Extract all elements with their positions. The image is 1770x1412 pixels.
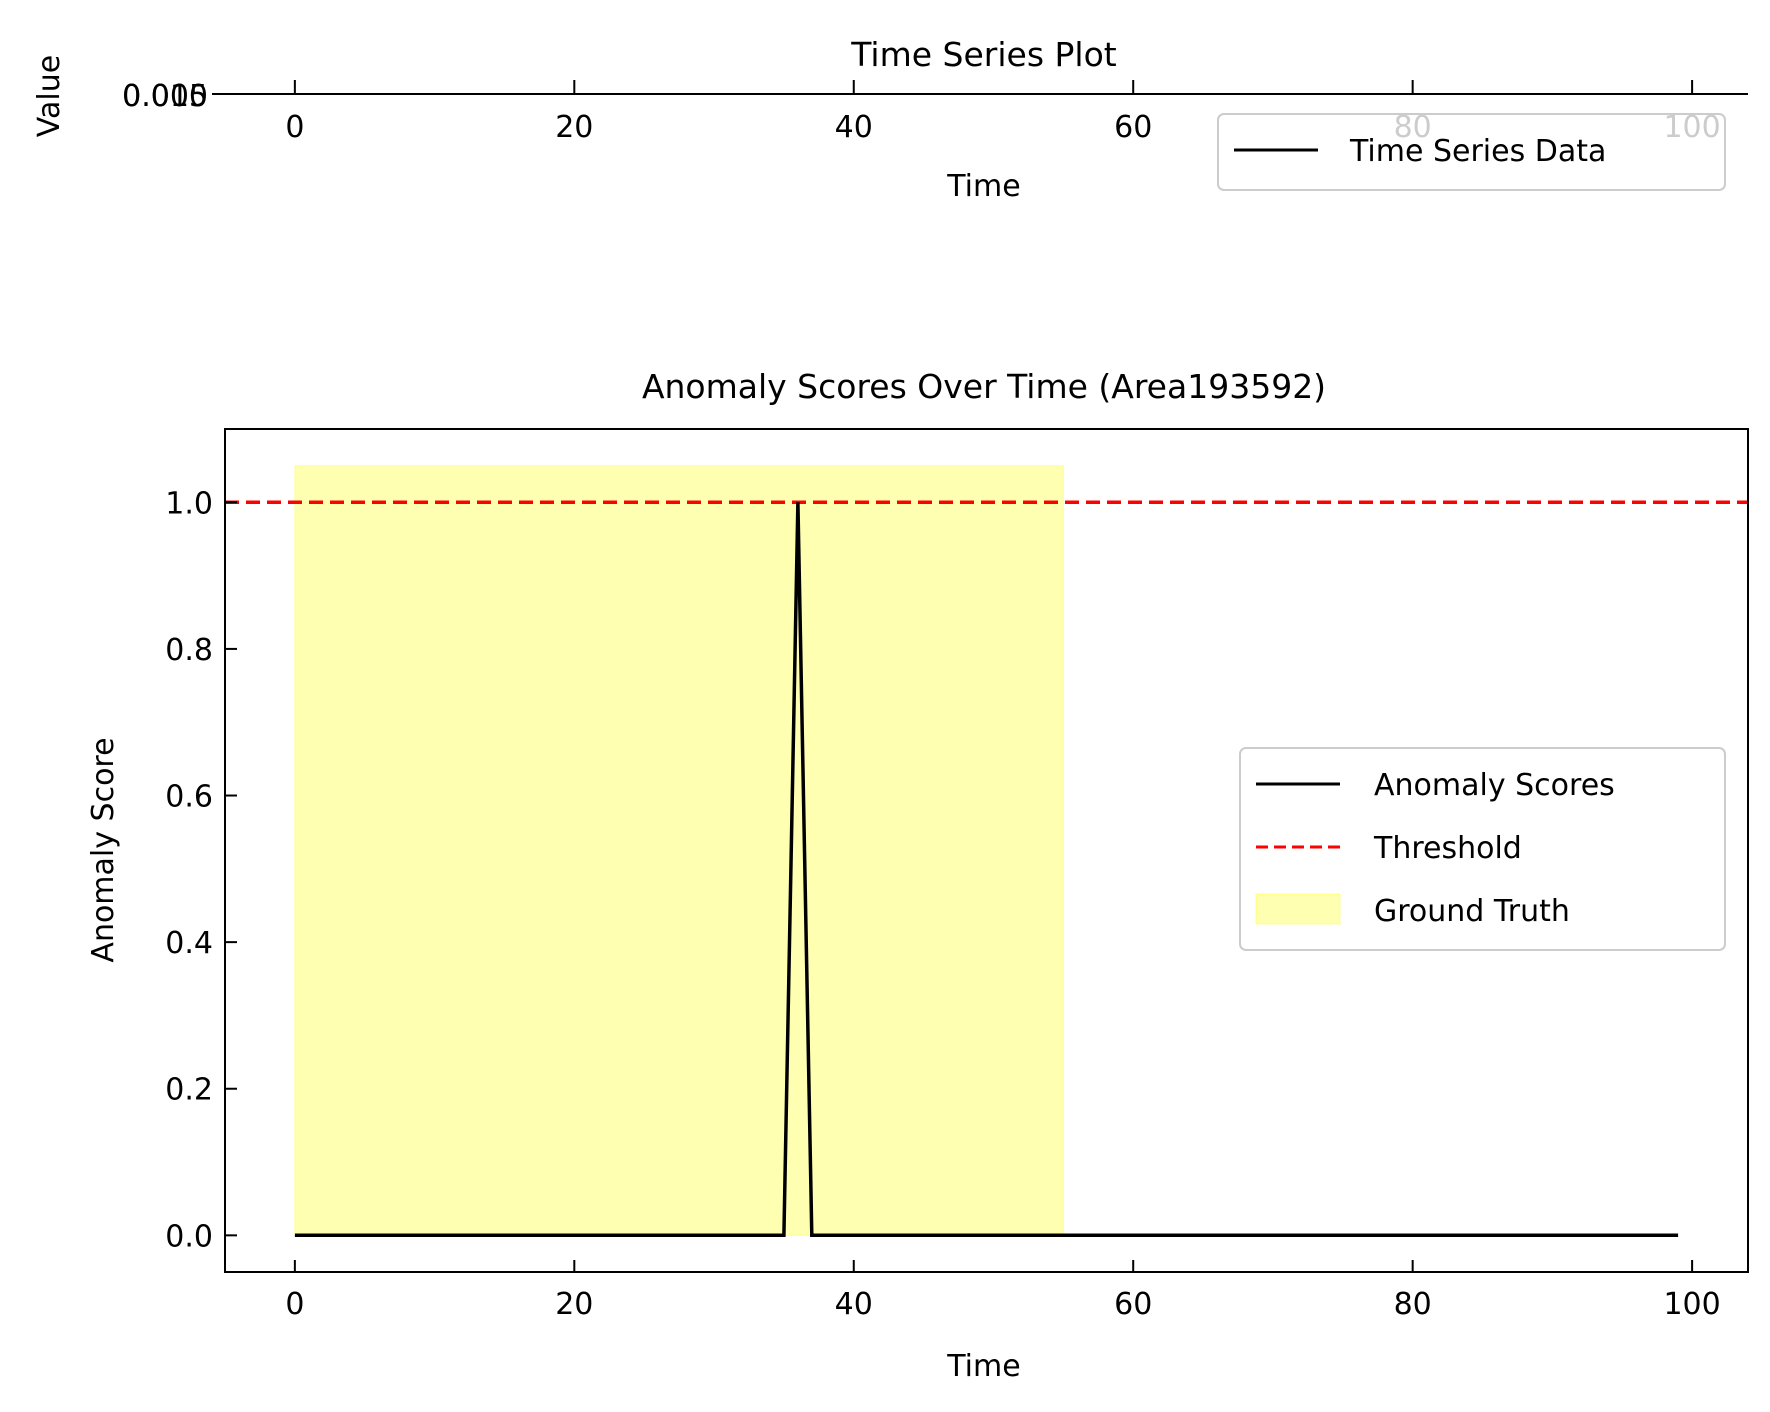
bottom-y-tick-label: 0.6 (165, 780, 213, 815)
top-chart-legend: Time Series Data (1217, 113, 1726, 191)
bottom-chart-x-ticks: 0 20 40 60 80 100 (285, 1260, 1721, 1322)
top-x-tick-label: 0 (285, 110, 304, 145)
bottom-x-tick-label: 40 (835, 1287, 873, 1322)
top-chart-y-tick-label-a: 0.005 (122, 79, 208, 114)
bottom-chart-axes-frame (224, 428, 1749, 1273)
bottom-y-tick-label: 0.4 (165, 926, 213, 961)
ground-truth-span (294, 465, 1064, 1236)
bottom-x-tick-label: 20 (555, 1287, 593, 1322)
bottom-y-tick-label: 1.0 (165, 486, 213, 521)
top-x-tick-label: 60 (1114, 110, 1152, 145)
bottom-chart-y-label: Anomaly Score (86, 737, 121, 962)
bottom-chart-y-ticks: 0.0 0.2 0.4 0.6 0.8 1.0 (165, 486, 237, 1254)
legend-threshold-label: Threshold (1373, 831, 1522, 866)
bottom-y-tick-label: 0.0 (165, 1219, 213, 1254)
legend-anomaly-scores-label: Anomaly Scores (1374, 768, 1615, 803)
bottom-chart-title: Anomaly Scores Over Time (Area193592) (642, 367, 1326, 406)
bottom-x-tick-label: 80 (1394, 1287, 1432, 1322)
time-series-chart: Time Series Plot 0.005 0.010 Value 0 20 40… (32, 35, 1748, 204)
top-chart-x-label: Time (946, 169, 1020, 204)
bottom-x-tick-label: 60 (1114, 1287, 1152, 1322)
bottom-y-tick-label: 0.8 (165, 633, 213, 668)
top-legend-label: Time Series Data (1349, 134, 1606, 169)
bottom-legend-box (1239, 747, 1726, 951)
top-legend-box (1217, 113, 1726, 191)
anomaly-scores-line (294, 502, 1679, 1238)
top-chart-y-label: Value (32, 55, 67, 137)
legend-ground-truth-label: Ground Truth (1374, 894, 1570, 929)
anomaly-score-chart: Anomaly Scores Over Time (Area193592) 0.… (86, 367, 1749, 1384)
bottom-chart-legend: Anomaly Scores Threshold Ground Truth (1239, 747, 1726, 951)
bottom-y-tick-label: 0.2 (165, 1073, 213, 1108)
bottom-x-tick-label: 100 (1663, 1287, 1720, 1322)
top-chart-y-tick-label-b: 0.010 (122, 79, 208, 114)
legend-ground-truth-swatch (1255, 893, 1341, 925)
bottom-x-tick-label: 0 (285, 1287, 304, 1322)
top-x-tick-label: 40 (835, 110, 873, 145)
bottom-chart-x-label: Time (946, 1349, 1020, 1384)
top-x-tick-label: 20 (555, 110, 593, 145)
top-chart-title: Time Series Plot (850, 35, 1116, 74)
